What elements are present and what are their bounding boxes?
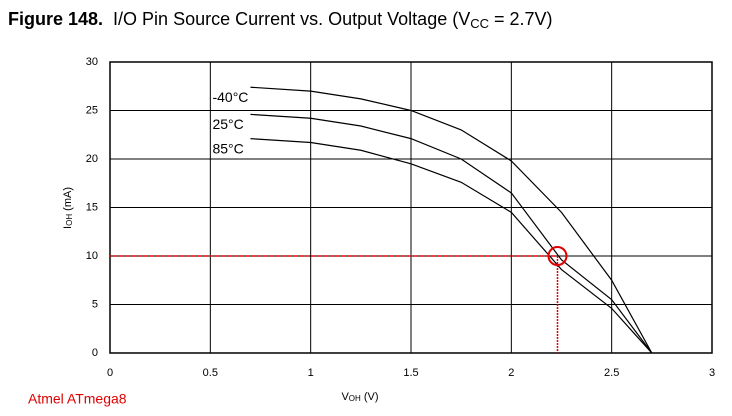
x-tick-label: 2.5 [604, 367, 619, 379]
x-axis-label: VOH (V) [341, 391, 378, 403]
title-sub: CC [470, 16, 489, 31]
title-text: I/O Pin Source Current vs. Output Voltag… [113, 9, 470, 29]
x-label-sub: OH [349, 394, 361, 403]
x-tick-label: 1.5 [403, 367, 418, 379]
y-tick-label: 5 [92, 298, 98, 310]
x-label-end: (V) [361, 391, 379, 403]
figure-label: Figure 148. [8, 9, 103, 29]
y-tick-label: 20 [86, 153, 98, 165]
x-tick-label: 3 [709, 367, 715, 379]
footer: Atmel ATmega8 [28, 391, 127, 407]
y-label-sub: OH [65, 214, 74, 226]
y-tick-label: 30 [86, 56, 98, 68]
x-tick-label: 1 [308, 367, 314, 379]
x-tick-label: 0.5 [203, 367, 218, 379]
series-line [250, 86, 653, 354]
y-tick-label: 10 [86, 250, 98, 262]
chart-title: Figure 148. I/O Pin Source Current vs. Ou… [8, 9, 553, 32]
x-tick-label: 0 [107, 367, 113, 379]
y-tick-label: 25 [86, 104, 98, 116]
y-label-end: (mA) [62, 187, 74, 214]
x-tick-label: 2 [508, 367, 514, 379]
x-label-text: V [341, 391, 349, 403]
series-label: -40°C [212, 89, 248, 105]
y-tick-label: 0 [92, 347, 98, 359]
y-tick-label: 15 [86, 201, 98, 213]
y-label-text: I [62, 226, 74, 229]
series-label: 25°C [212, 116, 243, 132]
y-axis-label: IOH (mA) [62, 187, 74, 229]
plot-frame [109, 61, 713, 354]
title-end: = 2.7V) [489, 9, 553, 29]
marker-circle [547, 246, 568, 266]
series-line [250, 138, 653, 354]
series-label: 85°C [212, 140, 243, 156]
series-line [250, 113, 653, 354]
